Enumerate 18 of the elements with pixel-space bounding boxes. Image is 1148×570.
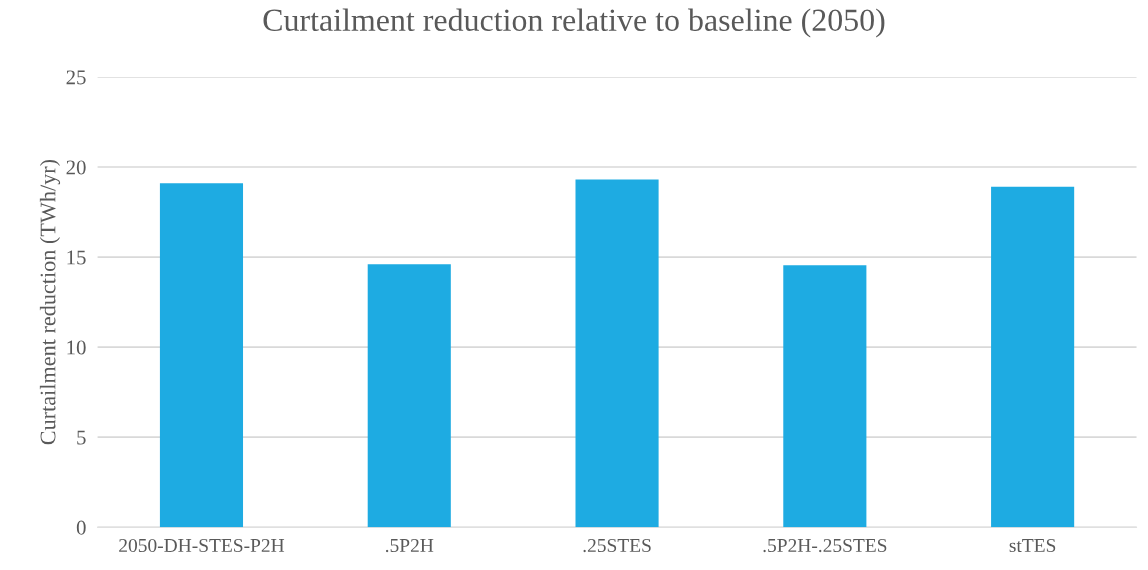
y-tick-label: 20 xyxy=(66,160,86,175)
bar xyxy=(991,186,1075,528)
y-tick-label: 10 xyxy=(67,340,86,355)
bar xyxy=(159,183,244,528)
x-tick-label: .25STES xyxy=(583,538,651,553)
x-tick-label: 2050-DH-STES-P2H xyxy=(119,538,285,553)
bar xyxy=(783,265,867,528)
bar xyxy=(575,179,659,528)
x-tick-label: .5P2H-.25STES xyxy=(763,538,887,553)
y-tick-label: 0 xyxy=(76,520,86,535)
x-tick-label: stTES xyxy=(1009,538,1056,553)
y-tick-label: 25 xyxy=(66,70,86,85)
y-tick-label: 15 xyxy=(67,250,86,265)
y-axis-title: Curtailment reduction (TWh/yr) xyxy=(39,159,61,445)
chart-title: Curtailment reduction relative to baseline (2050) xyxy=(263,8,885,38)
x-tick-label: .5P2H xyxy=(385,538,434,553)
y-tick-label: 5 xyxy=(77,430,86,445)
bar xyxy=(367,264,451,528)
